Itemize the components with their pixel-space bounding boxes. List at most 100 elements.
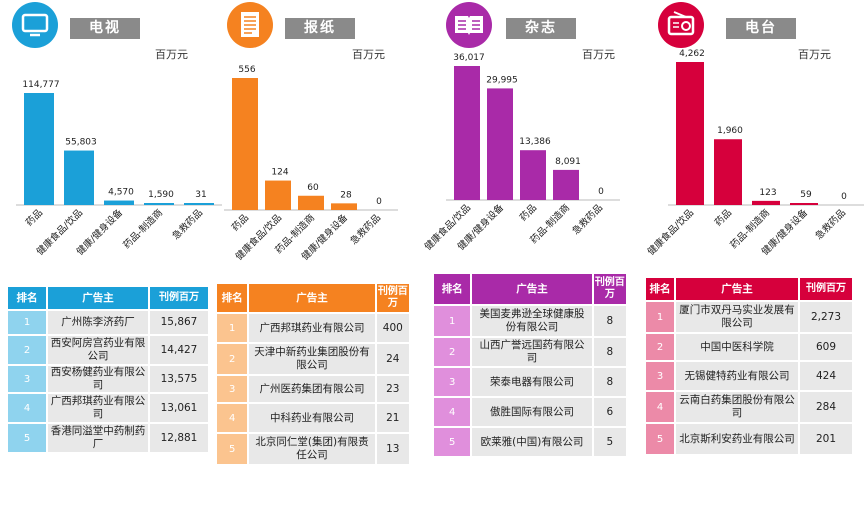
table-row: 2 中国中医科学院 609: [646, 334, 852, 360]
value-label: 123: [759, 188, 776, 198]
amount-cell: 8: [593, 338, 626, 366]
amount-cell: 23: [376, 376, 409, 402]
value-label: 1,960: [717, 126, 743, 136]
bar: [676, 62, 704, 205]
table-row: 4 中科药业有限公司 21: [217, 404, 409, 432]
amount-cell: 5: [593, 428, 626, 456]
category-label: 急救药品: [570, 202, 605, 237]
rank-cell: 4: [217, 404, 248, 432]
rank-cell: 2: [8, 336, 46, 364]
bar: [553, 169, 579, 200]
rank-cell: 2: [434, 338, 471, 366]
table-row: 1 美国麦弗逊全球健康股份有限公司 8: [434, 306, 626, 336]
value-label: 4,570: [108, 188, 134, 198]
value-label: 36,017: [453, 53, 485, 63]
table-row: 3 西安杨健药业有限公司 13,575: [8, 366, 208, 392]
chart-title: 电视: [70, 18, 140, 39]
amount-header: 刊例百万: [376, 284, 409, 312]
category-label: 药品-制造商: [121, 207, 166, 252]
advertiser-cell: 云南白药集团股份有限公司: [676, 392, 798, 422]
category-label: 健康食品/饮品: [645, 207, 696, 258]
value-label: 60: [307, 183, 319, 193]
rank-header: 排名: [8, 287, 46, 309]
bar: [790, 203, 818, 205]
rank-cell: 3: [646, 362, 674, 390]
value-label: 0: [841, 192, 847, 202]
ranking-table: 排名 广告主 刊例百万 1 美国麦弗逊全球健康股份有限公司 8 2 山西广誉远国药有限公…: [432, 272, 628, 458]
ranking-table: 排名 广告主 刊例百万 1 广州陈李济药厂 15,867 2 西安阿房宫药业有限公司 14…: [6, 285, 210, 454]
bar: [331, 203, 357, 210]
bar: [265, 180, 291, 210]
chart-title: 报纸: [285, 18, 355, 39]
value-label: 8,091: [555, 157, 581, 167]
rank-cell: 4: [646, 392, 674, 422]
category-label: 急救药品: [813, 207, 848, 242]
category-label: 药品: [230, 212, 251, 233]
rank-cell: 3: [8, 366, 46, 392]
amount-cell: 15,867: [150, 311, 208, 334]
bar: [298, 195, 324, 210]
value-label: 124: [271, 168, 288, 178]
tv-icon: [12, 2, 58, 48]
advertiser-cell: 山西广誉远国药有限公司: [472, 338, 592, 366]
bar: [232, 78, 258, 210]
amount-cell: 201: [800, 424, 852, 454]
ranking-table: 排名 广告主 刊例百万 1 厦门市双丹马实业发展有限公司 2,273 2 中国中医科学院…: [644, 276, 854, 456]
amount-cell: 21: [376, 404, 409, 432]
amount-header: 刊例百万: [800, 278, 852, 300]
table-row: 4 广西邦琪药业有限公司 13,061: [8, 394, 208, 422]
advertiser-cell: 中国中医科学院: [676, 334, 798, 360]
bar: [104, 200, 134, 205]
magazine-panel: 杂志 百万元 36,017 健康食品/饮品 29,995 健康/健身设备 13,386 药…: [422, 0, 644, 507]
value-label: 55,803: [65, 138, 97, 148]
table-row: 1 广西邦琪药业有限公司 400: [217, 314, 409, 342]
advertiser-cell: 广西邦琪药业有限公司: [249, 314, 375, 342]
rank-cell: 1: [434, 306, 471, 336]
tv-panel: 电视 百万元 114,777 药品 55,803 健康食品/饮品 4,570 健康/健身设…: [0, 0, 222, 507]
ranking-table: 排名 广告主 刊例百万 1 广西邦琪药业有限公司 400 2 天津中新药业集团股份有限公…: [215, 282, 411, 466]
unit-label: 百万元: [155, 48, 188, 61]
bar-chart: 4,262健康食品/饮品1,960药品123药品-制造商59健康/健身设备0急救…: [645, 49, 864, 258]
value-label: 0: [376, 197, 382, 207]
value-label: 28: [340, 190, 352, 200]
value-label: 4,262: [679, 49, 705, 59]
amount-cell: 609: [800, 334, 852, 360]
advertiser-cell: 西安杨健药业有限公司: [48, 366, 148, 392]
advertiser-header: 广告主: [249, 284, 375, 312]
table-row: 1 厦门市双丹马实业发展有限公司 2,273: [646, 302, 852, 332]
table-row: 4 云南白药集团股份有限公司 284: [646, 392, 852, 422]
category-label: 急救药品: [170, 207, 205, 242]
advertiser-cell: 北京同仁堂(集团)有限责任公司: [249, 434, 375, 464]
chart-title: 杂志: [506, 18, 576, 39]
advertiser-cell: 无锡健特药业有限公司: [676, 362, 798, 390]
advertiser-header: 广告主: [48, 287, 148, 309]
table-row: 5 北京同仁堂(集团)有限责任公司 13: [217, 434, 409, 464]
amount-cell: 13: [376, 434, 409, 464]
rank-cell: 4: [434, 398, 471, 426]
advertiser-cell: 香港同溢堂中药制药厂: [48, 424, 148, 452]
category-label: 药品: [24, 207, 45, 228]
rank-cell: 3: [434, 368, 471, 396]
rank-cell: 2: [217, 344, 248, 374]
advertiser-cell: 北京斯利安药业有限公司: [676, 424, 798, 454]
amount-cell: 8: [593, 368, 626, 396]
amount-cell: 13,061: [150, 394, 208, 422]
category-label: 急救药品: [348, 212, 383, 247]
rank-cell: 5: [8, 424, 46, 452]
advertiser-cell: 厦门市双丹马实业发展有限公司: [676, 302, 798, 332]
bar: [144, 203, 174, 205]
amount-cell: 424: [800, 362, 852, 390]
value-label: 31: [195, 190, 206, 200]
newspaper-icon: [227, 2, 273, 48]
amount-cell: 400: [376, 314, 409, 342]
bar: [64, 150, 94, 205]
amount-header: 刊例百万: [150, 287, 208, 309]
rank-cell: 4: [8, 394, 46, 422]
advertiser-cell: 欧莱雅(中国)有限公司: [472, 428, 592, 456]
table-row: 1 广州陈李济药厂 15,867: [8, 311, 208, 334]
unit-label: 百万元: [352, 48, 385, 61]
amount-cell: 13,575: [150, 366, 208, 392]
bar: [487, 88, 513, 200]
newspaper-panel: 报纸 百万元 556 药品 124 健康食品/饮品 60 药品-制造商 28 健康/健身设备 0…: [215, 0, 427, 507]
